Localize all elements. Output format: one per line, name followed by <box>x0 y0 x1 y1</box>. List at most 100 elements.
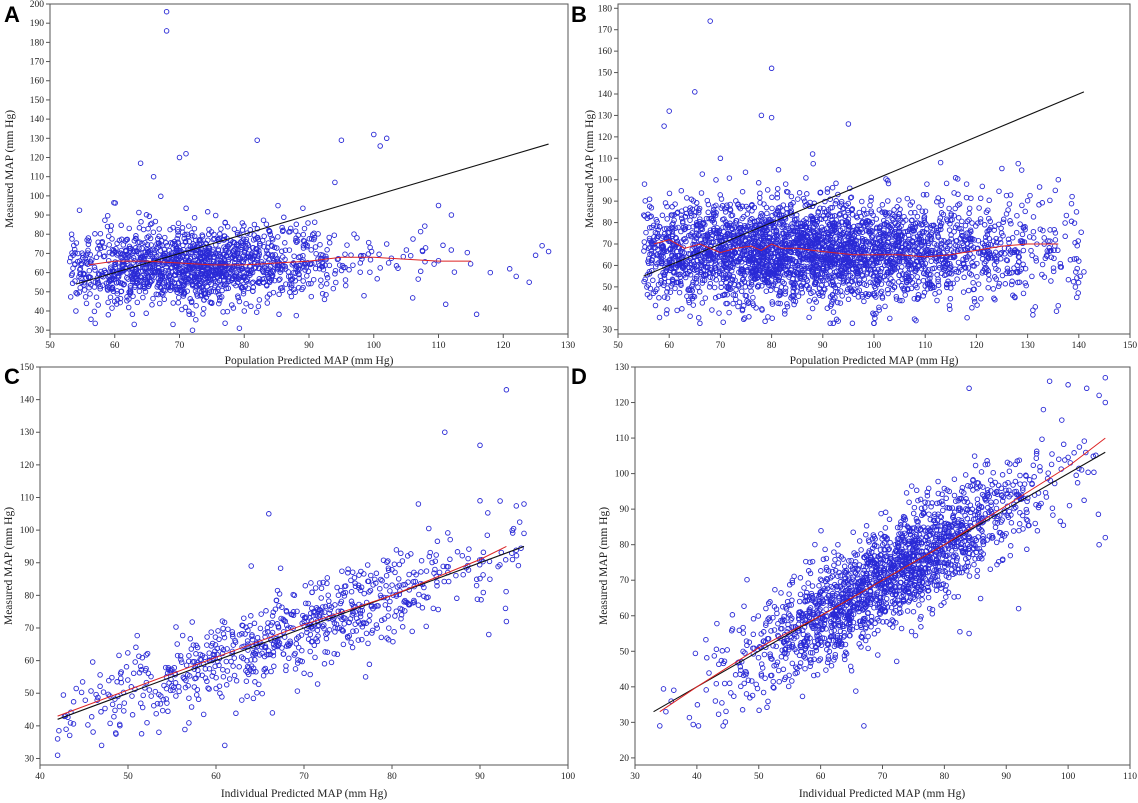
data-point <box>769 299 775 305</box>
data-point <box>130 293 136 299</box>
data-point <box>118 236 125 243</box>
data-point <box>303 264 310 271</box>
data-point <box>701 243 707 249</box>
data-point <box>199 285 205 291</box>
data-point <box>139 245 145 252</box>
data-point <box>1047 227 1053 233</box>
y-tick-label: 120 <box>30 153 45 163</box>
data-point <box>123 248 129 254</box>
data-point <box>266 266 272 272</box>
data-point <box>95 245 101 252</box>
data-point <box>88 316 94 323</box>
data-point <box>178 283 185 290</box>
data-point <box>664 289 670 295</box>
data-point <box>422 258 428 265</box>
data-point <box>383 583 389 589</box>
x-tick-label: 110 <box>918 341 932 351</box>
y-tick-label: 100 <box>598 176 613 186</box>
data-point <box>279 224 285 231</box>
data-point <box>187 296 193 302</box>
data-point <box>999 165 1005 172</box>
x-tick-label: 60 <box>110 341 120 351</box>
data-point <box>946 302 953 309</box>
data-point <box>195 259 201 266</box>
data-point <box>145 225 151 232</box>
data-point <box>254 634 261 641</box>
data-point <box>110 288 117 295</box>
data-point <box>344 242 350 248</box>
data-point <box>838 198 845 205</box>
data-point <box>948 232 954 238</box>
data-point <box>155 291 161 298</box>
data-point <box>422 223 428 229</box>
data-point <box>936 289 942 295</box>
data-point <box>707 269 714 276</box>
data-point <box>669 238 675 244</box>
data-point <box>726 175 733 181</box>
data-point <box>733 296 739 303</box>
data-point <box>845 244 851 250</box>
data-point <box>782 288 789 295</box>
data-point <box>170 245 176 251</box>
data-point <box>293 221 300 228</box>
data-point <box>684 195 690 201</box>
data-point <box>193 283 200 289</box>
data-point <box>837 203 843 209</box>
data-point <box>238 284 245 291</box>
data-point <box>188 299 195 306</box>
data-point <box>672 201 678 207</box>
data-point <box>1081 269 1087 275</box>
data-point <box>254 235 260 241</box>
data-point <box>1005 207 1011 213</box>
data-point <box>124 298 130 304</box>
data-point <box>810 160 816 167</box>
data-point <box>98 245 104 251</box>
data-point <box>144 234 150 241</box>
data-point <box>1008 281 1015 288</box>
data-point <box>80 254 86 261</box>
data-point <box>773 210 780 216</box>
data-point <box>86 284 92 291</box>
data-point <box>1007 192 1014 198</box>
data-point <box>539 242 545 249</box>
data-point <box>236 298 243 305</box>
data-point <box>96 242 103 249</box>
data-point <box>241 274 248 280</box>
data-point <box>448 247 455 253</box>
data-point <box>950 280 956 287</box>
data-point <box>696 289 703 295</box>
y-tick-label: 150 <box>30 96 45 106</box>
data-point <box>806 298 813 304</box>
data-point <box>114 240 120 247</box>
data-point <box>383 241 390 247</box>
data-point <box>340 264 347 271</box>
data-point <box>908 285 915 292</box>
data-point <box>1009 278 1015 285</box>
data-point <box>1041 235 1047 241</box>
data-point <box>999 272 1006 279</box>
data-point <box>310 276 317 283</box>
data-point <box>290 260 297 266</box>
data-point <box>774 185 781 192</box>
data-point <box>172 272 179 279</box>
data-point <box>1052 230 1059 236</box>
data-point <box>142 265 148 271</box>
data-point <box>674 209 681 216</box>
data-point <box>139 240 145 247</box>
data-point <box>417 228 424 235</box>
data-point <box>248 267 255 274</box>
data-point <box>179 229 186 236</box>
data-point <box>697 216 703 222</box>
data-point <box>115 274 122 280</box>
data-point <box>954 276 960 282</box>
data-point <box>899 297 905 304</box>
data-point <box>158 193 164 200</box>
data-point <box>308 247 314 253</box>
data-point <box>870 310 876 317</box>
data-point <box>896 197 902 203</box>
data-point <box>417 268 424 275</box>
data-point <box>659 212 666 219</box>
data-point <box>84 250 91 256</box>
data-point <box>92 320 98 327</box>
data-point <box>995 283 1002 290</box>
